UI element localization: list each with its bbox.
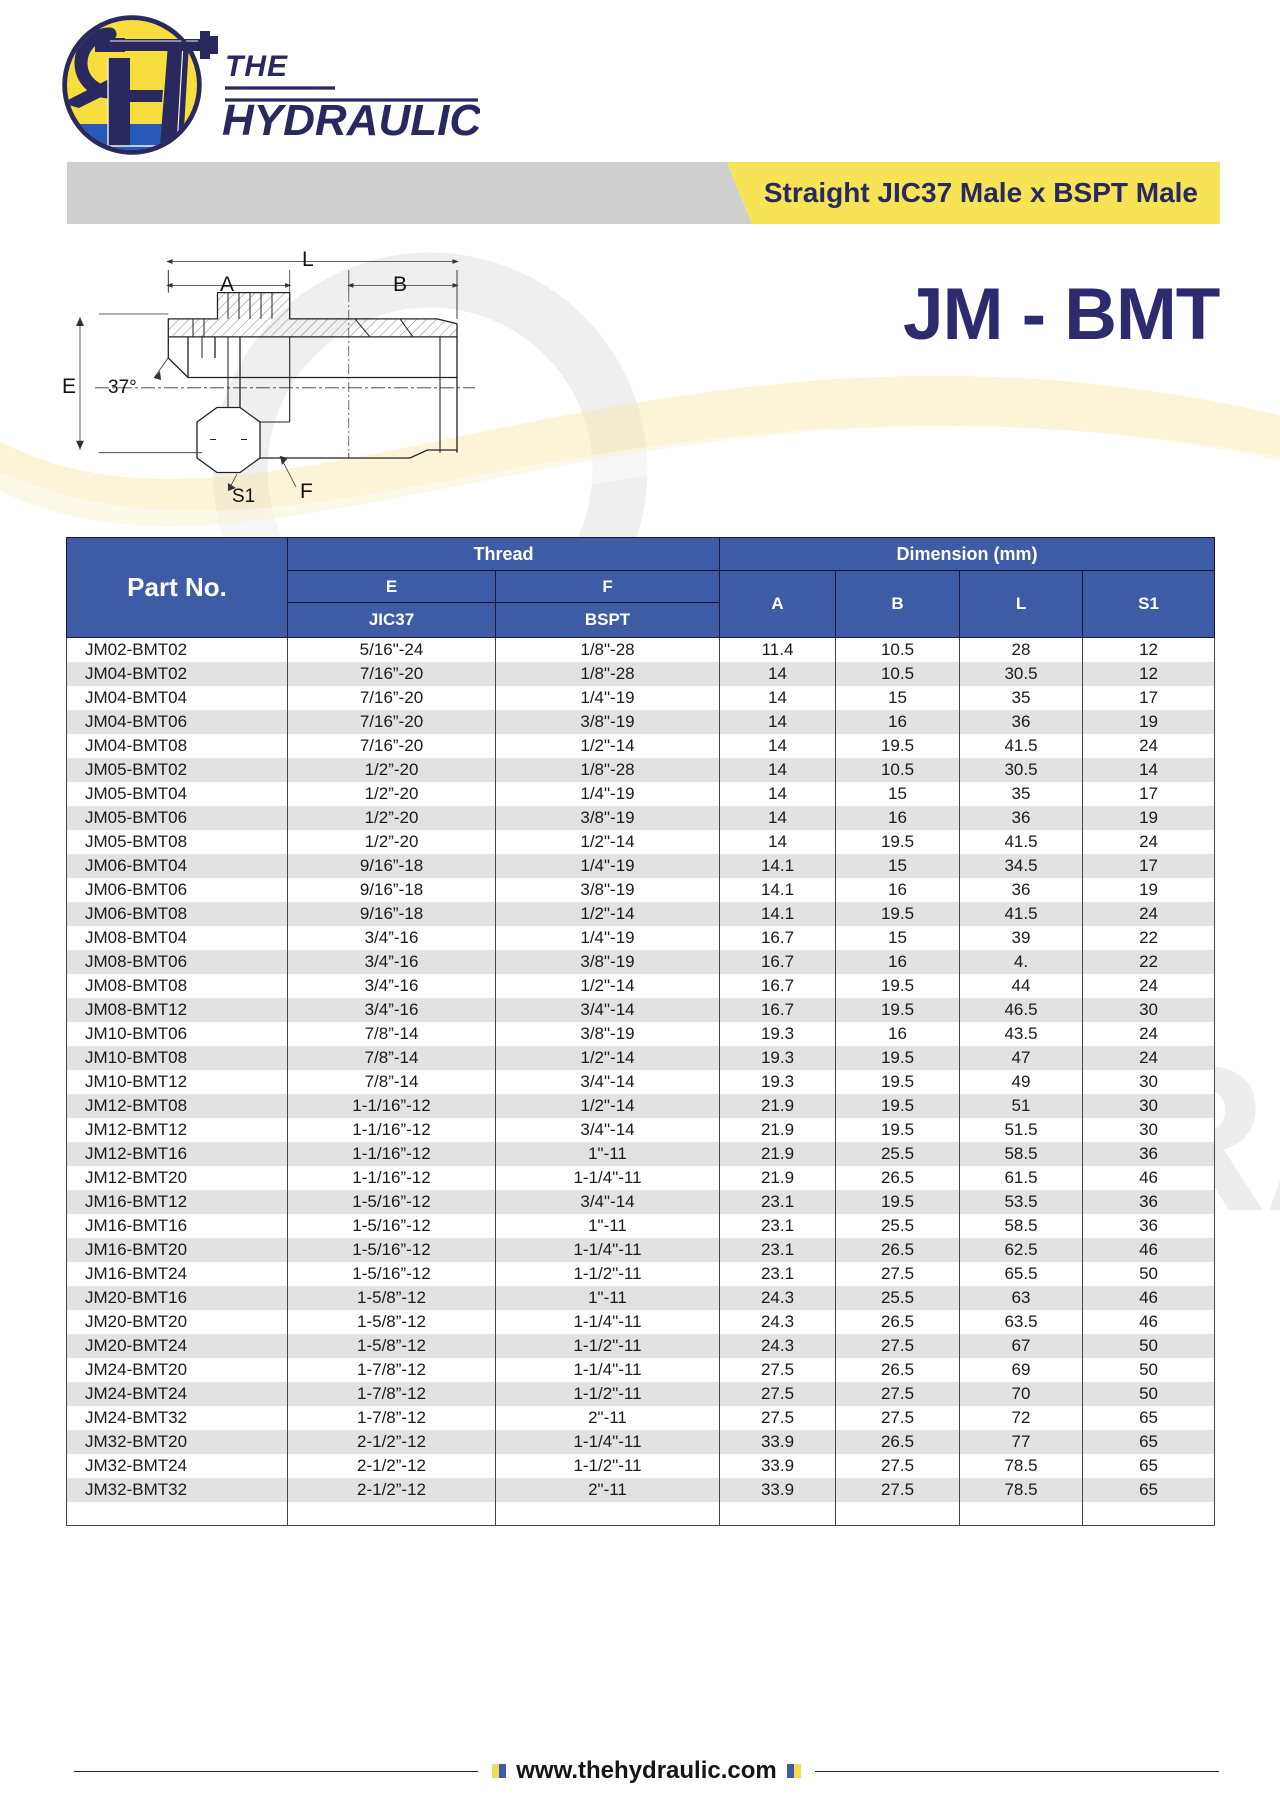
- svg-text:HYDRAULIC: HYDRAULIC: [222, 96, 480, 145]
- svg-text:A: A: [220, 273, 234, 296]
- svg-text:L: L: [302, 250, 314, 271]
- svg-text:37°: 37°: [108, 377, 137, 398]
- svg-text:THE: THE: [225, 50, 288, 83]
- svg-text:E: E: [62, 375, 76, 398]
- svg-text:B: B: [393, 273, 407, 296]
- svg-text:S1: S1: [232, 486, 255, 507]
- svg-text:F: F: [300, 480, 313, 503]
